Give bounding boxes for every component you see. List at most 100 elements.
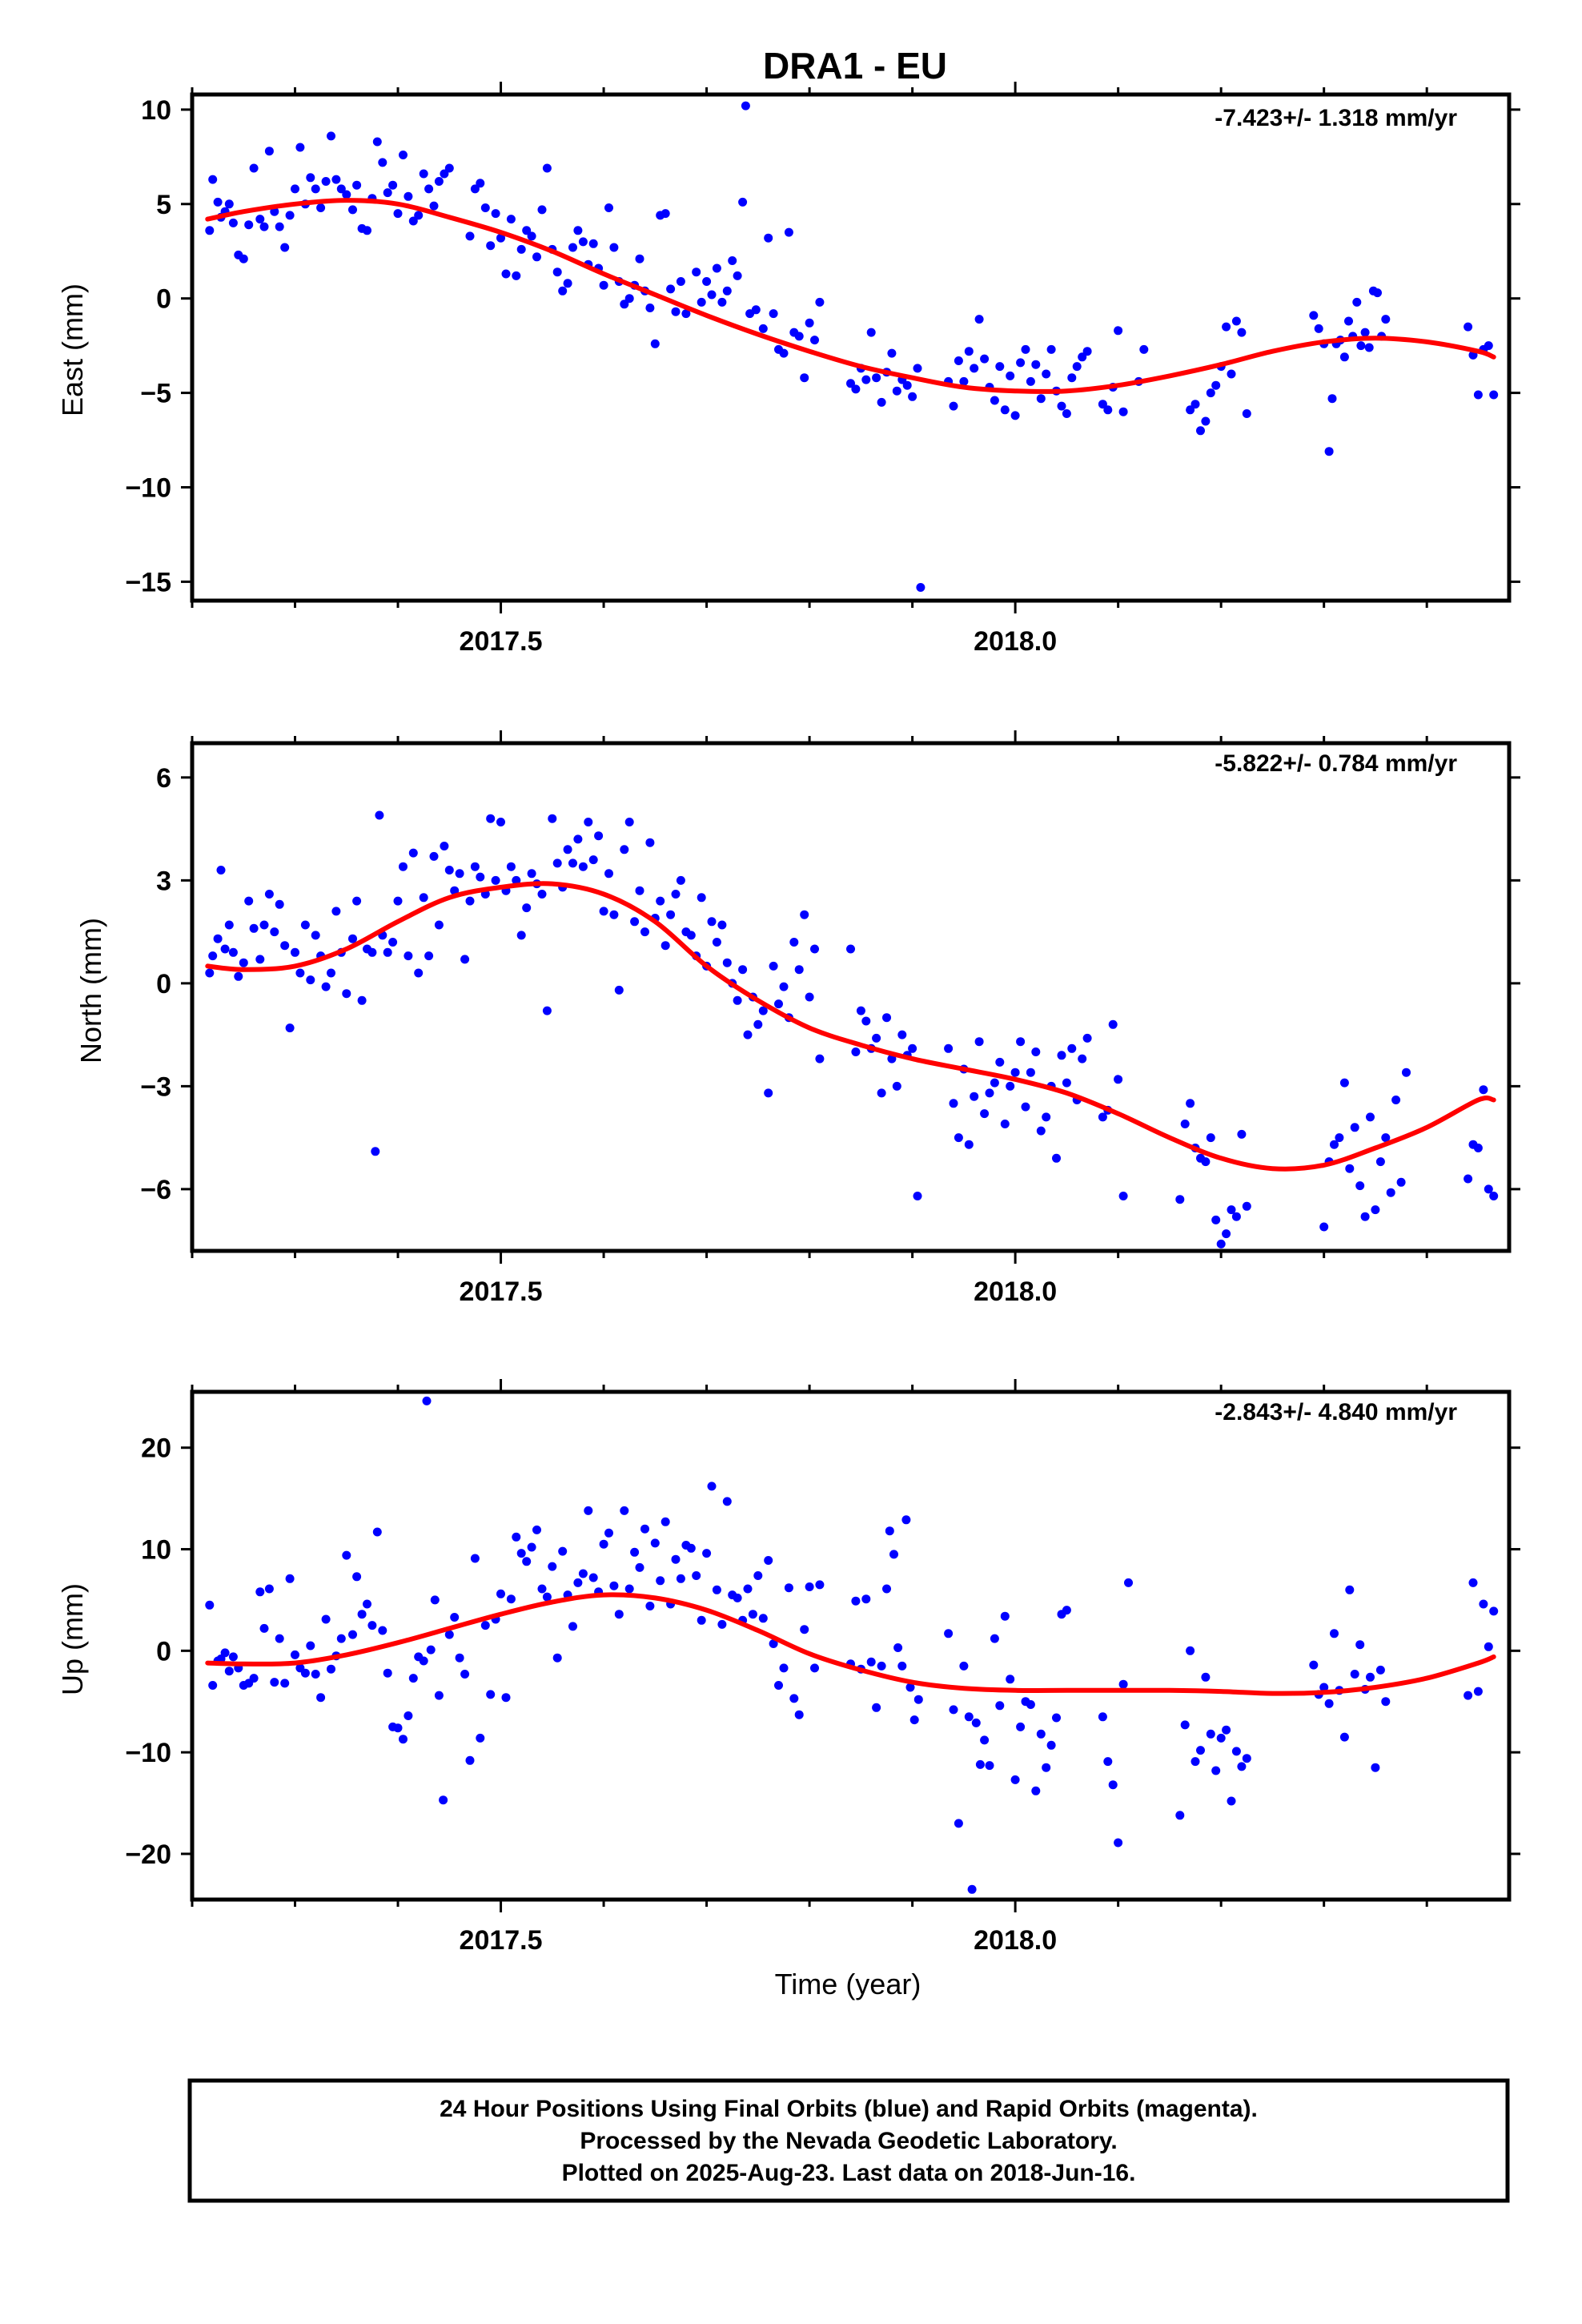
east-point <box>311 184 320 194</box>
east-point <box>444 163 454 173</box>
east-point <box>399 151 408 159</box>
north-point <box>1114 1075 1123 1084</box>
up-point <box>769 1639 778 1648</box>
north-point <box>1201 1157 1211 1167</box>
north-rate-label: -5.822+/- 0.784 mm/yr <box>1215 750 1457 777</box>
east-point <box>1356 341 1366 351</box>
north-point <box>779 982 789 991</box>
north-point <box>1057 1051 1066 1060</box>
up-point <box>285 1574 295 1583</box>
east-point <box>205 226 215 235</box>
up-point <box>1046 1740 1056 1750</box>
north-point <box>722 958 732 967</box>
up-point <box>291 1650 299 1659</box>
east-point <box>970 364 979 373</box>
east-point <box>949 401 958 411</box>
up-point <box>656 1576 665 1586</box>
up-point <box>1026 1700 1035 1709</box>
east-ylabel: East (mm) <box>56 283 89 416</box>
up-point <box>367 1621 377 1630</box>
north-point <box>1042 1112 1051 1122</box>
north-point <box>367 947 377 957</box>
up-point <box>1237 1762 1247 1771</box>
east-point <box>990 396 999 405</box>
east-point <box>872 373 881 383</box>
north-point <box>1010 1068 1020 1077</box>
east-point <box>470 184 480 194</box>
north-point <box>414 968 424 978</box>
north-point <box>496 818 505 826</box>
north-point <box>656 896 665 906</box>
east-point <box>512 271 521 280</box>
north-point <box>1381 1133 1391 1143</box>
east-ytick-label: −15 <box>125 567 171 597</box>
up-point <box>990 1634 999 1643</box>
north-point <box>949 1099 958 1108</box>
north-point <box>352 896 362 906</box>
up-point <box>671 1554 681 1564</box>
east-point <box>599 280 608 290</box>
up-point <box>909 1715 919 1725</box>
footer-line-3: Plotted on 2025-Aug-23. Last data on 201… <box>562 2160 1136 2186</box>
east-point <box>887 348 897 358</box>
up-point <box>630 1547 640 1557</box>
up-point <box>1006 1675 1015 1684</box>
up-point <box>270 1678 279 1687</box>
east-point <box>866 328 876 337</box>
up-point <box>1484 1642 1493 1651</box>
up-point <box>327 1664 335 1674</box>
up-point <box>336 1634 346 1643</box>
north-point <box>1402 1068 1411 1077</box>
north-point <box>614 985 624 995</box>
east-point <box>676 277 685 286</box>
north-point <box>908 1043 917 1053</box>
up-point <box>954 1819 963 1828</box>
up-point <box>1222 1725 1231 1735</box>
north-point <box>1375 1157 1385 1167</box>
up-point <box>434 1691 444 1700</box>
up-point <box>224 1667 234 1676</box>
up-point <box>805 1582 814 1591</box>
east-ytick-label: 5 <box>156 190 171 220</box>
north-point <box>712 938 721 947</box>
east-point <box>1021 344 1030 354</box>
up-point <box>506 1594 516 1604</box>
up-point <box>784 1583 793 1593</box>
north-point <box>548 814 557 823</box>
up-point <box>496 1589 505 1598</box>
up-point <box>959 1661 969 1671</box>
east-point <box>974 315 984 324</box>
up-point <box>568 1622 577 1631</box>
up-point <box>249 1674 259 1683</box>
east-ytick-label: −10 <box>125 473 171 504</box>
up-frame <box>190 1389 1512 1902</box>
up-point <box>1464 1691 1473 1700</box>
up-point <box>311 1670 320 1679</box>
east-point <box>239 254 248 263</box>
up-point <box>1324 1699 1334 1708</box>
north-point <box>434 920 444 930</box>
up-point <box>774 1681 783 1690</box>
east-point <box>491 209 500 219</box>
up-point <box>1339 1732 1349 1742</box>
north-point <box>568 858 577 868</box>
north-point <box>440 842 449 850</box>
up-point <box>321 1614 331 1624</box>
north-point <box>846 944 855 954</box>
north-point <box>1206 1133 1215 1143</box>
up-point <box>578 1569 588 1578</box>
north-points <box>205 810 1499 1248</box>
north-point <box>743 1030 753 1039</box>
east-point <box>805 318 814 328</box>
north-point <box>573 834 583 844</box>
east-point <box>486 241 496 251</box>
north-point <box>470 862 480 871</box>
up-point <box>460 1670 470 1679</box>
north-point <box>285 1023 295 1033</box>
up-point <box>399 1735 408 1744</box>
north-point <box>1052 1153 1061 1163</box>
north-point <box>1319 1222 1329 1232</box>
up-point <box>971 1718 981 1727</box>
up-point <box>717 1619 727 1629</box>
east-point <box>1046 344 1056 354</box>
